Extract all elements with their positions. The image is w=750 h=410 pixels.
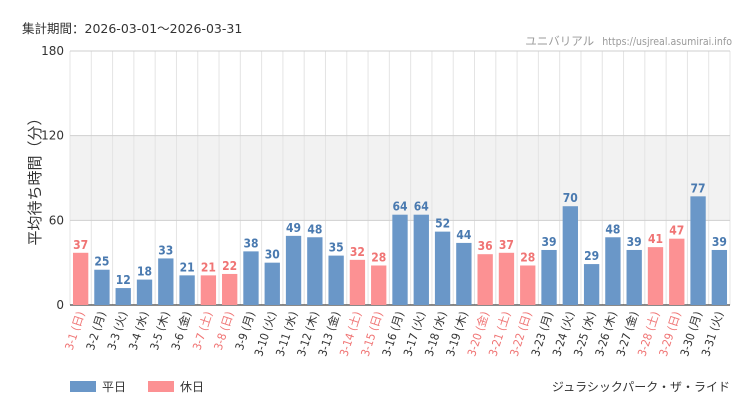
legend-label-weekday: 平日 xyxy=(102,380,127,394)
bar-3-22 (日)[interactable] xyxy=(520,265,536,305)
y-axis-label: 平均待ち時間（分） xyxy=(26,110,44,245)
bar-3-30 (月)[interactable] xyxy=(690,196,706,305)
bar-3-14 (土)[interactable] xyxy=(349,259,366,305)
value-label: 12 xyxy=(116,273,131,287)
value-label: 48 xyxy=(307,222,322,236)
value-label: 39 xyxy=(712,235,727,249)
bar-3-25 (水)[interactable] xyxy=(583,264,600,305)
bar-3-28 (土)[interactable] xyxy=(647,247,664,305)
value-label: 22 xyxy=(222,259,237,273)
ride-name: ジュラシックパーク・ザ・ライド xyxy=(551,380,730,394)
site-name: ユニバリアル xyxy=(525,34,595,48)
bar-3-20 (金)[interactable] xyxy=(477,254,493,305)
bar-3-5 (木)[interactable] xyxy=(158,258,174,305)
period-label: 集計期間：2026-03-01〜2026-03-31 xyxy=(22,21,243,36)
y-tick-label: 60 xyxy=(49,213,64,227)
value-label: 44 xyxy=(456,228,472,242)
bar-3-10 (火)[interactable] xyxy=(264,262,280,305)
value-label: 33 xyxy=(158,243,173,257)
value-label: 77 xyxy=(691,181,706,195)
site-url[interactable]: https://usjreal.asumirai.info xyxy=(602,36,732,48)
bar-3-31 (火)[interactable] xyxy=(711,249,728,305)
bar-3-19 (木)[interactable] xyxy=(456,242,472,305)
value-label: 21 xyxy=(180,260,195,274)
value-label: 28 xyxy=(520,250,535,264)
value-label: 29 xyxy=(584,249,599,263)
bar-3-6 (金)[interactable] xyxy=(179,275,195,305)
y-tick-label: 0 xyxy=(56,298,64,312)
bar-3-7 (土)[interactable] xyxy=(200,275,217,305)
value-label: 64 xyxy=(414,200,430,214)
site-credit[interactable]: ユニバリアル https://usjreal.asumirai.info xyxy=(525,33,732,49)
bar-chart: 0 60 120 180 37 25 12 18 33 21 21 22 38 30 49 48 35 32 28… xyxy=(26,44,731,358)
value-label: 37 xyxy=(73,238,88,252)
value-label: 38 xyxy=(243,236,258,250)
bar-3-13 (金)[interactable] xyxy=(328,255,344,305)
value-label: 52 xyxy=(435,217,450,231)
bar-3-11 (水)[interactable] xyxy=(285,235,302,305)
legend-label-holiday: 休日 xyxy=(180,380,205,394)
legend-swatch-weekday xyxy=(70,381,96,392)
value-label: 28 xyxy=(371,250,386,264)
bar-3-3 (火)[interactable] xyxy=(115,288,131,305)
value-label: 70 xyxy=(563,191,578,205)
bar-3-21 (土)[interactable] xyxy=(498,252,515,305)
y-tick-label: 120 xyxy=(41,129,64,143)
value-label: 30 xyxy=(265,248,280,262)
value-label: 39 xyxy=(627,235,642,249)
chart-highlight-band xyxy=(70,135,730,221)
value-label: 25 xyxy=(94,255,109,269)
chart-bars xyxy=(72,196,728,305)
value-label: 18 xyxy=(137,265,152,279)
value-label: 49 xyxy=(286,221,301,235)
value-label: 35 xyxy=(329,241,344,255)
value-label: 39 xyxy=(542,235,557,249)
bar-3-29 (日)[interactable] xyxy=(669,238,685,305)
bar-3-18 (水)[interactable] xyxy=(434,231,451,305)
bar-3-16 (月)[interactable] xyxy=(392,214,408,305)
legend-item-holiday[interactable]: 休日 xyxy=(148,378,204,395)
bar-3-26 (木)[interactable] xyxy=(605,237,621,305)
value-label: 64 xyxy=(392,200,408,214)
value-label: 47 xyxy=(669,224,684,238)
bar-3-24 (火)[interactable] xyxy=(562,206,578,305)
bar-3-1 (日)[interactable] xyxy=(72,252,89,305)
chart-value-labels: 37 25 12 18 33 21 21 22 38 30 49 48 35 32 28 64 64 52 44 36… xyxy=(73,181,727,287)
value-label: 41 xyxy=(648,232,663,246)
bar-3-12 (木)[interactable] xyxy=(307,237,323,305)
bar-3-8 (日)[interactable] xyxy=(222,273,238,305)
bar-3-2 (月)[interactable] xyxy=(94,269,110,305)
y-tick-label: 180 xyxy=(41,44,64,58)
legend: 平日 休日 xyxy=(70,378,226,395)
value-label: 32 xyxy=(350,245,365,259)
bar-3-27 (金)[interactable] xyxy=(626,249,642,305)
bar-3-9 (月)[interactable] xyxy=(243,251,259,305)
bar-3-17 (火)[interactable] xyxy=(413,214,429,305)
legend-swatch-holiday xyxy=(148,381,175,392)
x-axis-ticks: 3-1 (日)3-2 (月)3-3 (火)3-4 (水)3-5 (木)3-6 (… xyxy=(62,310,726,358)
value-label: 37 xyxy=(499,238,514,252)
value-label: 21 xyxy=(201,260,216,274)
bar-3-15 (日)[interactable] xyxy=(371,265,387,305)
bar-3-23 (月)[interactable] xyxy=(541,249,557,305)
value-label: 48 xyxy=(605,222,620,236)
bar-3-4 (水)[interactable] xyxy=(136,279,153,305)
legend-item-weekday[interactable]: 平日 xyxy=(70,378,126,395)
value-label: 36 xyxy=(478,239,493,253)
y-axis-ticks: 0 60 120 180 xyxy=(41,44,64,312)
